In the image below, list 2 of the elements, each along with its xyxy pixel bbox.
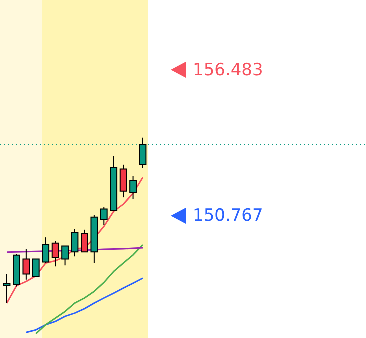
y-tick-label: 156.483: [193, 60, 264, 80]
y-tick-label: 150.767: [193, 206, 264, 226]
